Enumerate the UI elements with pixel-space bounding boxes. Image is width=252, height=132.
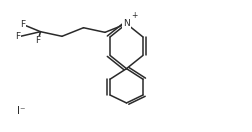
Text: +: + [130,11,137,20]
Text: F: F [15,32,20,41]
Text: I⁻: I⁻ [17,106,26,116]
Text: N: N [123,19,129,28]
Text: F: F [35,36,40,45]
Text: F: F [20,20,25,29]
